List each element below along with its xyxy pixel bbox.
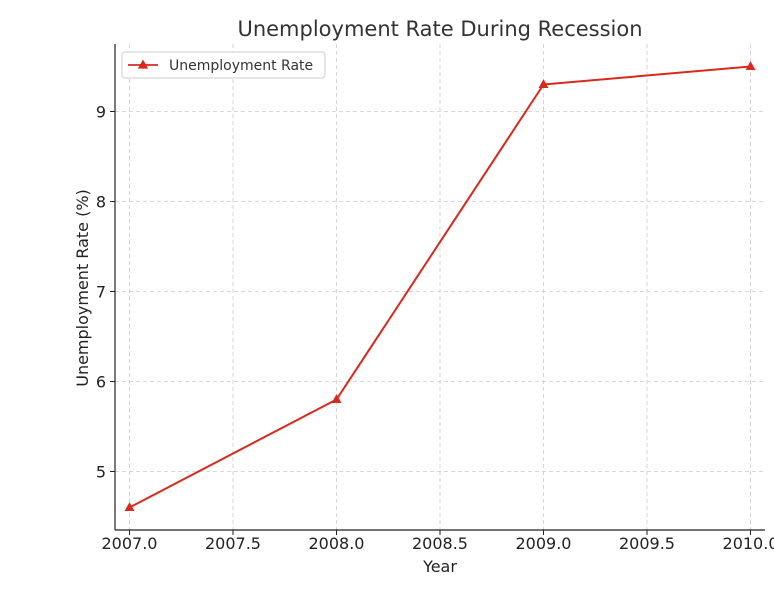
y-tick-label: 8 — [96, 193, 106, 212]
chart-title: Unemployment Rate During Recession — [237, 17, 642, 41]
data-point-marker — [331, 394, 342, 404]
x-tick-label: 2009.0 — [516, 534, 572, 553]
y-tick-label: 7 — [96, 283, 106, 302]
legend-marker-triangle — [137, 59, 149, 69]
data-point-marker — [538, 79, 549, 89]
x-tick-label: 2009.5 — [619, 534, 675, 553]
x-tick-label: 2007.0 — [101, 534, 157, 553]
legend: Unemployment Rate — [121, 51, 326, 79]
legend-box — [121, 51, 326, 79]
series-layer — [124, 61, 756, 512]
series-line — [129, 65, 751, 509]
y-axis-label: Unemployment Rate (%) — [73, 189, 92, 387]
x-tick-label: 2007.5 — [205, 534, 261, 553]
x-tick-label: 2010.0 — [723, 534, 774, 553]
data-point-marker — [745, 61, 756, 71]
x-tick-label: 2008.0 — [309, 534, 365, 553]
x-tick-label: 2008.5 — [412, 534, 468, 553]
data-point-marker — [124, 502, 135, 512]
grid-lines — [115, 44, 765, 530]
x-axis-label: Year — [422, 557, 457, 576]
legend-label: Unemployment Rate — [169, 58, 313, 74]
y-tick-label: 9 — [96, 103, 106, 122]
y-tick-label: 5 — [96, 463, 106, 482]
ticks: 2007.0 2007.5 2008.0 2008.5 2009.0 2009.5 2010… — [96, 103, 774, 554]
y-tick-label: 6 — [96, 373, 106, 392]
